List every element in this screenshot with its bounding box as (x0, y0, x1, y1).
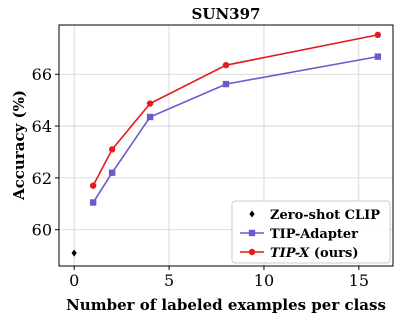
data-point-circle (374, 31, 382, 39)
grid (59, 25, 393, 266)
x-tick-label: 0 (69, 271, 79, 290)
x-tick-label: 5 (164, 271, 174, 290)
y-tick-label: 64 (32, 117, 52, 136)
data-point-circle (248, 248, 256, 256)
legend-label: TIP-X (ours) (270, 246, 358, 261)
data-point-circle (108, 146, 116, 153)
legend-label-suffix: (ours) (309, 246, 358, 261)
data-point-square (248, 229, 256, 237)
data-point-circle (222, 61, 230, 69)
legend-label: Zero-shot CLIP (270, 208, 380, 223)
y-axis-label: Accuracy (%) (10, 90, 28, 201)
data-point-square (222, 80, 230, 88)
legend-label: TIP-Adapter (270, 227, 358, 242)
data-point-square (374, 53, 382, 60)
x-axis-label: Number of labeled examples per class (66, 296, 386, 314)
x-tick-label: 15 (349, 271, 369, 290)
legend-label-italic: TIP-X (270, 246, 310, 261)
data-point-diamond (71, 249, 77, 257)
series-line (92, 55, 378, 203)
series-line (92, 34, 378, 187)
legend-box (231, 200, 391, 264)
y-tick-label: 66 (32, 65, 52, 84)
ticks: 0 5 10 15 60 62 64 66 (32, 65, 369, 290)
data-point-circle (146, 100, 154, 107)
data-point-circle (89, 182, 97, 189)
data-point-diamond (249, 210, 255, 218)
data-point-square (89, 199, 97, 206)
series-layer (71, 31, 382, 257)
data-point-square (146, 113, 154, 121)
data-point-square (108, 169, 116, 176)
chart-title: SUN397 (192, 5, 261, 23)
legend: Zero-shot CLIP TIP-Adapter TIP-X (ours) (231, 200, 391, 264)
y-tick-label: 60 (32, 221, 52, 240)
y-tick-label: 62 (32, 169, 52, 188)
plot-frame (58, 24, 394, 267)
x-tick-label: 10 (254, 271, 274, 290)
